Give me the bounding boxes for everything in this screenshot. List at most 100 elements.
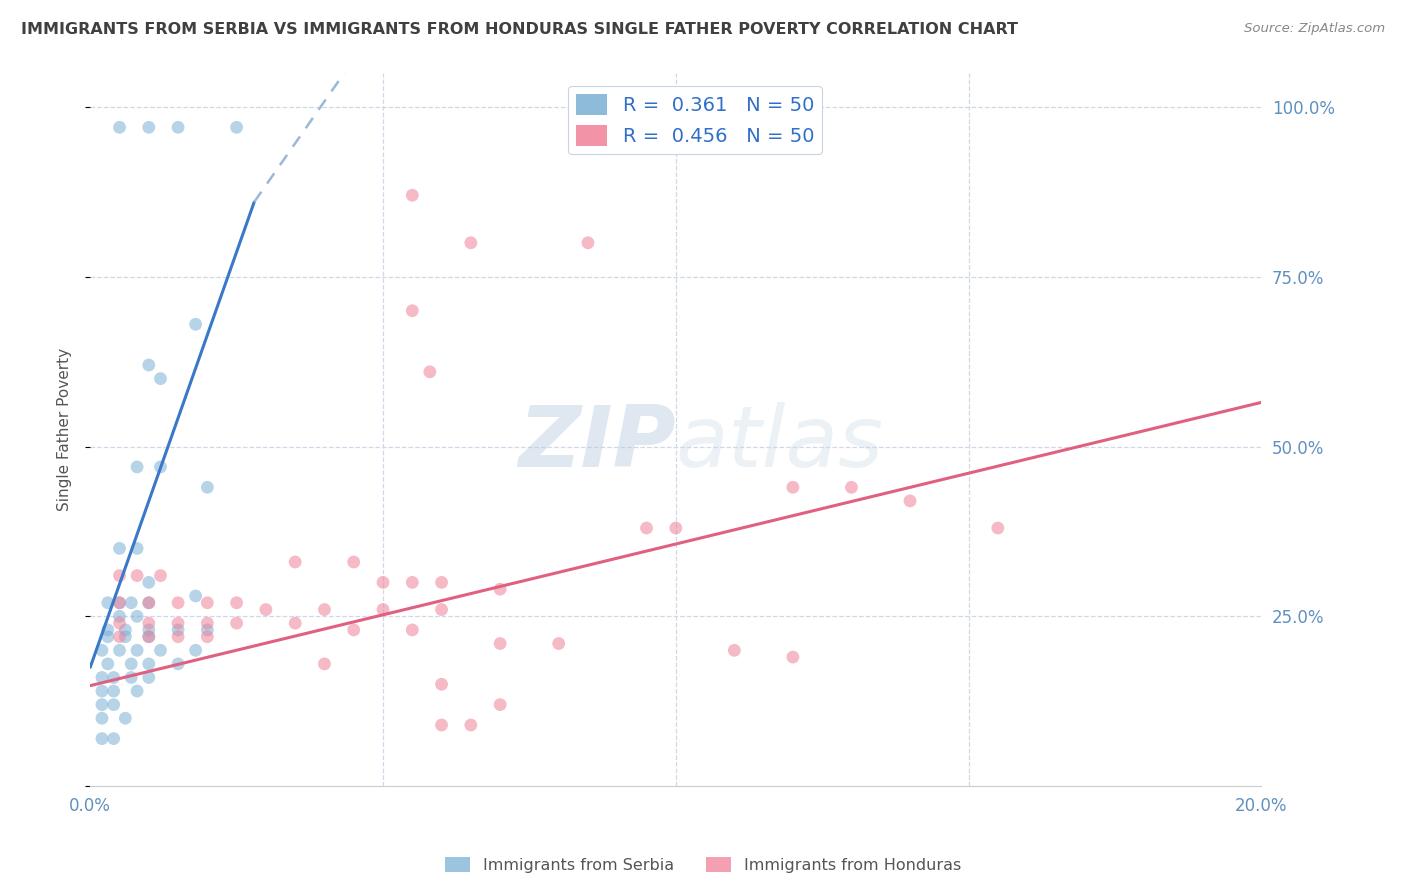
Text: Source: ZipAtlas.com: Source: ZipAtlas.com [1244, 22, 1385, 36]
Point [167, 630, 190, 644]
Point [195, 596, 218, 610]
Point [138, 120, 160, 135]
Point [460, 235, 482, 250]
Point [114, 623, 136, 637]
Point [665, 521, 688, 535]
Point [987, 521, 1010, 535]
Point [430, 575, 453, 590]
Point [343, 555, 366, 569]
Point [636, 521, 658, 535]
Point [167, 623, 190, 637]
Point [91, 643, 114, 657]
Point [401, 303, 423, 318]
Point [167, 120, 190, 135]
Point [103, 684, 125, 698]
Point [138, 630, 160, 644]
Point [167, 596, 190, 610]
Point [108, 568, 131, 582]
Point [841, 480, 863, 494]
Point [314, 657, 336, 671]
Point [108, 609, 131, 624]
Point [103, 731, 125, 746]
Point [91, 670, 114, 684]
Point [401, 575, 423, 590]
Point [138, 596, 160, 610]
Point [125, 684, 148, 698]
Point [120, 596, 142, 610]
Point [97, 623, 120, 637]
Point [108, 541, 131, 556]
Point [114, 711, 136, 725]
Point [547, 636, 569, 650]
Point [167, 616, 190, 631]
Point [114, 630, 136, 644]
Point [430, 602, 453, 616]
Point [138, 623, 160, 637]
Point [184, 643, 207, 657]
Point [371, 575, 394, 590]
Point [138, 596, 160, 610]
Point [138, 616, 160, 631]
Point [254, 602, 277, 616]
Point [195, 623, 218, 637]
Point [125, 459, 148, 474]
Point [782, 650, 804, 665]
Point [149, 459, 172, 474]
Point [125, 568, 148, 582]
Point [782, 480, 804, 494]
Point [167, 657, 190, 671]
Y-axis label: Single Father Poverty: Single Father Poverty [58, 348, 72, 511]
Point [225, 616, 247, 631]
Point [108, 616, 131, 631]
Point [97, 657, 120, 671]
Point [489, 698, 512, 712]
Legend: Immigrants from Serbia, Immigrants from Honduras: Immigrants from Serbia, Immigrants from … [439, 851, 967, 880]
Point [120, 670, 142, 684]
Point [489, 636, 512, 650]
Point [184, 318, 207, 332]
Point [138, 575, 160, 590]
Legend: R =  0.361   N = 50, R =  0.456   N = 50: R = 0.361 N = 50, R = 0.456 N = 50 [568, 87, 823, 154]
Point [149, 643, 172, 657]
Point [371, 602, 394, 616]
Point [225, 120, 247, 135]
Point [103, 698, 125, 712]
Point [401, 188, 423, 202]
Point [108, 643, 131, 657]
Point [343, 623, 366, 637]
Point [314, 602, 336, 616]
Point [91, 684, 114, 698]
Point [91, 698, 114, 712]
Point [138, 358, 160, 372]
Point [108, 596, 131, 610]
Point [898, 494, 921, 508]
Point [108, 596, 131, 610]
Point [125, 643, 148, 657]
Point [195, 480, 218, 494]
Point [195, 616, 218, 631]
Point [430, 677, 453, 691]
Point [97, 596, 120, 610]
Point [138, 657, 160, 671]
Point [125, 541, 148, 556]
Point [91, 711, 114, 725]
Point [401, 623, 423, 637]
Point [138, 630, 160, 644]
Point [120, 657, 142, 671]
Text: atlas: atlas [676, 402, 884, 485]
Point [576, 235, 599, 250]
Point [91, 731, 114, 746]
Point [195, 630, 218, 644]
Point [184, 589, 207, 603]
Point [284, 616, 307, 631]
Point [138, 670, 160, 684]
Point [284, 555, 307, 569]
Point [125, 609, 148, 624]
Point [460, 718, 482, 732]
Text: ZIP: ZIP [519, 402, 676, 485]
Point [149, 371, 172, 385]
Point [225, 596, 247, 610]
Point [419, 365, 441, 379]
Point [108, 120, 131, 135]
Point [430, 718, 453, 732]
